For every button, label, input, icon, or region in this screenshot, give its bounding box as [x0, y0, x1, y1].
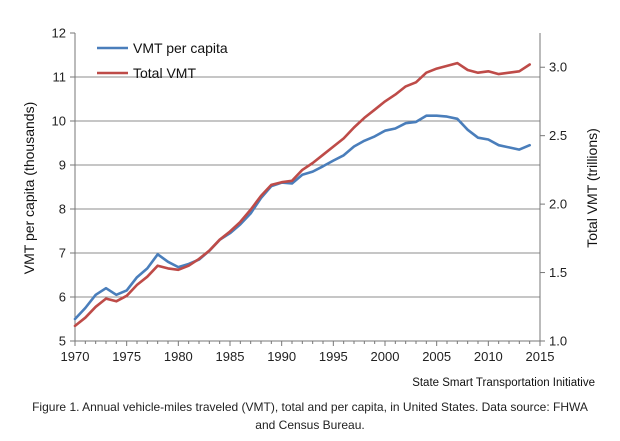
- y2-tick-label: 2.5: [549, 128, 567, 143]
- x-tick-label: 2015: [526, 349, 555, 364]
- series-line-total-vmt: [73, 61, 532, 328]
- y-tick-label: 11: [53, 70, 67, 85]
- series-lines: [73, 61, 532, 328]
- chart: 5 6 7 8 9 10 11 12 1.0 1.5 2.0 2.5 3.0 1970 1975 1980 19…: [21, 26, 600, 365]
- y2-tick-label: 2.0: [549, 197, 567, 212]
- legend: VMT per capita Total VMT: [97, 40, 228, 81]
- y-tick-label: 10: [52, 114, 66, 129]
- x-tick-label: 2005: [422, 349, 451, 364]
- legend-label: Total VMT: [133, 65, 196, 81]
- y-tick-label: 6: [59, 290, 66, 305]
- grid-lines: [75, 76, 540, 298]
- y2-tick-label: 1.5: [549, 265, 567, 280]
- y-tick-label: 7: [59, 246, 66, 261]
- x-tick-label: 1975: [112, 349, 141, 364]
- x-tick-label: 2000: [371, 349, 400, 364]
- credit-line: State Smart Transportation Initiative: [412, 377, 595, 389]
- x-tick-label: 1985: [216, 349, 245, 364]
- y-tick-label: 5: [59, 334, 66, 349]
- x-tick-label: 1970: [61, 349, 90, 364]
- y2-tick-label: 1.0: [549, 334, 567, 349]
- figure-caption: Figure 1. Annual vehicle-miles traveled …: [32, 400, 588, 432]
- y-tick-label: 8: [59, 202, 66, 217]
- x-tick-label: 1980: [164, 349, 193, 364]
- legend-label: VMT per capita: [133, 40, 228, 56]
- x-tick-label: 1995: [319, 349, 348, 364]
- y2-axis-label: Total VMT (trillions): [584, 128, 600, 248]
- y2-tick-label: 3.0: [549, 60, 567, 75]
- series-line-vmt-per-capita: [73, 114, 532, 321]
- x-tick-label: 1990: [267, 349, 296, 364]
- y-tick-label: 12: [52, 26, 66, 41]
- y-axis-label: VMT per capita (thousands): [21, 102, 37, 275]
- y-tick-label: 9: [59, 158, 66, 173]
- x-tick-label: 2010: [474, 349, 503, 364]
- axis-ticks: 5 6 7 8 9 10 11 12 1.0 1.5 2.0 2.5 3.0 1970 1975 1980 19…: [52, 26, 568, 365]
